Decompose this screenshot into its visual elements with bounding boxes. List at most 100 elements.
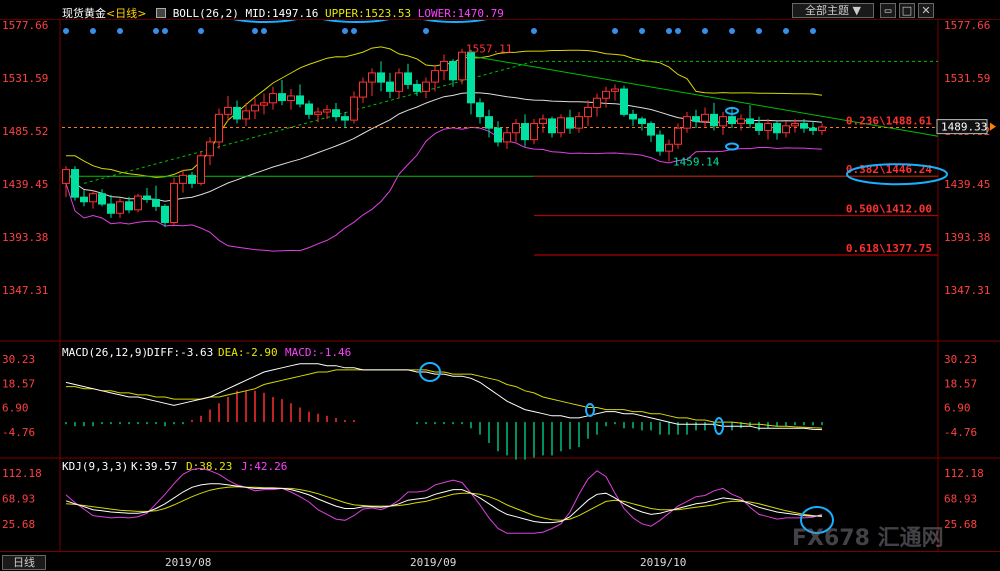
candle-body — [593, 97, 601, 108]
boll-mid-line — [65, 92, 823, 202]
kdj-j-line — [65, 467, 823, 534]
candle-body — [584, 106, 592, 118]
signal-dot — [531, 28, 537, 34]
y-tick-label: 6.90 — [2, 402, 29, 415]
signal-dot — [198, 28, 204, 34]
candle-body — [125, 201, 133, 211]
candle-body — [737, 118, 745, 125]
y-tick-label: 1347.31 — [2, 284, 48, 297]
restore-icon[interactable]: ▭ — [880, 3, 896, 18]
candle-body — [476, 102, 484, 118]
candle-body — [530, 123, 538, 141]
candle-body — [629, 113, 637, 120]
signal-dot — [729, 28, 735, 34]
candle-body — [602, 90, 610, 99]
y-tick-label: 112.18 — [944, 467, 984, 480]
candle-body — [305, 103, 313, 115]
candle-body — [557, 117, 565, 134]
macd-dea-legend: DEA:-2.90 — [218, 346, 278, 359]
last-price-box — [936, 119, 988, 135]
candle-body — [287, 95, 295, 102]
period-button[interactable]: 日线 — [2, 555, 46, 570]
candle-body — [467, 51, 475, 104]
signal-dot — [675, 28, 681, 34]
candle-body — [773, 123, 781, 134]
candle-body — [503, 132, 511, 143]
candle-body — [179, 174, 187, 184]
candle-body — [809, 127, 817, 131]
candle-body — [638, 118, 646, 125]
candle-body — [296, 95, 304, 105]
chart-header — [0, 0, 1000, 20]
y-tick-label: 25.68 — [944, 518, 977, 531]
candle-body — [278, 93, 286, 102]
candle-body — [413, 83, 421, 92]
fib-level-label: 0.618\1377.75 — [846, 242, 932, 255]
candle-body — [161, 205, 169, 223]
main-indicator-legend: 现货黄金<日线> BOLL(26,2) MID:1497.16 UPPER:15… — [62, 5, 504, 21]
candle-body — [323, 109, 331, 113]
date-label: 2019/09 — [410, 556, 457, 569]
candle-body — [755, 123, 763, 131]
maximize-icon[interactable]: □ — [899, 3, 915, 18]
candle-body — [782, 125, 790, 134]
candle-body — [188, 174, 196, 184]
y-tick-label: 1531.59 — [944, 72, 990, 85]
highlight-circle — [846, 163, 948, 186]
boll-icon — [156, 8, 167, 18]
signal-dot — [702, 28, 708, 34]
candle-body — [548, 118, 556, 134]
candle-body — [377, 72, 385, 83]
fib-level-label: 0.500\1412.00 — [846, 203, 932, 216]
fib-level-label: 0.236\1488.61 — [846, 114, 932, 127]
candle-body — [539, 118, 547, 125]
candle-body — [620, 88, 628, 115]
kdj-title: KDJ(9,3,3) — [62, 460, 128, 473]
kdj-k-line — [65, 483, 823, 524]
candle-body — [746, 118, 754, 125]
macd-dea-line — [66, 369, 823, 429]
candle-body — [764, 123, 772, 131]
theme-select-button[interactable]: 全部主题 ▼ — [792, 3, 874, 18]
candle-body — [395, 72, 403, 92]
boll-mid: MID:1497.16 — [245, 7, 319, 20]
candle-body — [800, 123, 808, 129]
resistance-trendline — [461, 54, 939, 137]
signal-dot — [162, 28, 168, 34]
candle-body — [143, 195, 151, 200]
candle-body — [404, 72, 412, 85]
kdj-j-legend: J:42.26 — [241, 460, 287, 473]
signal-dot — [666, 28, 672, 34]
candle-body — [611, 88, 619, 92]
candle-body — [701, 113, 709, 122]
y-tick-label: 1439.45 — [944, 178, 990, 191]
boll-label: BOLL(26,2) — [172, 7, 239, 20]
highlight-circle — [725, 142, 739, 151]
candle-body — [710, 113, 718, 127]
bottom-bar — [0, 551, 1000, 571]
y-tick-label: 1393.38 — [944, 231, 990, 244]
candle-body — [512, 123, 520, 134]
last-price-label: 1489.33 — [941, 121, 987, 134]
candle-body — [521, 123, 529, 141]
candle-body — [656, 134, 664, 152]
rising-trendline — [83, 60, 535, 184]
signal-dot — [351, 28, 357, 34]
signal-dot — [90, 28, 96, 34]
date-label: 2019/08 — [165, 556, 212, 569]
candle-body — [152, 198, 160, 207]
close-icon[interactable]: ✕ — [918, 3, 934, 18]
candle-body — [134, 195, 142, 211]
boll-lower: LOWER:1470.79 — [417, 7, 504, 20]
y-tick-label: 1531.59 — [2, 72, 48, 85]
y-tick-label: 6.90 — [944, 402, 971, 415]
y-tick-label: 1347.31 — [944, 284, 990, 297]
candle-body — [215, 113, 223, 143]
signal-dot — [252, 28, 258, 34]
y-tick-label: 1577.66 — [944, 19, 990, 32]
date-label: 2019/10 — [640, 556, 687, 569]
candle-body — [683, 116, 691, 129]
y-tick-label: 1485.52 — [2, 125, 48, 138]
kdj-d-line — [65, 486, 823, 521]
kdj-k-legend: K:39.57 — [131, 460, 177, 473]
